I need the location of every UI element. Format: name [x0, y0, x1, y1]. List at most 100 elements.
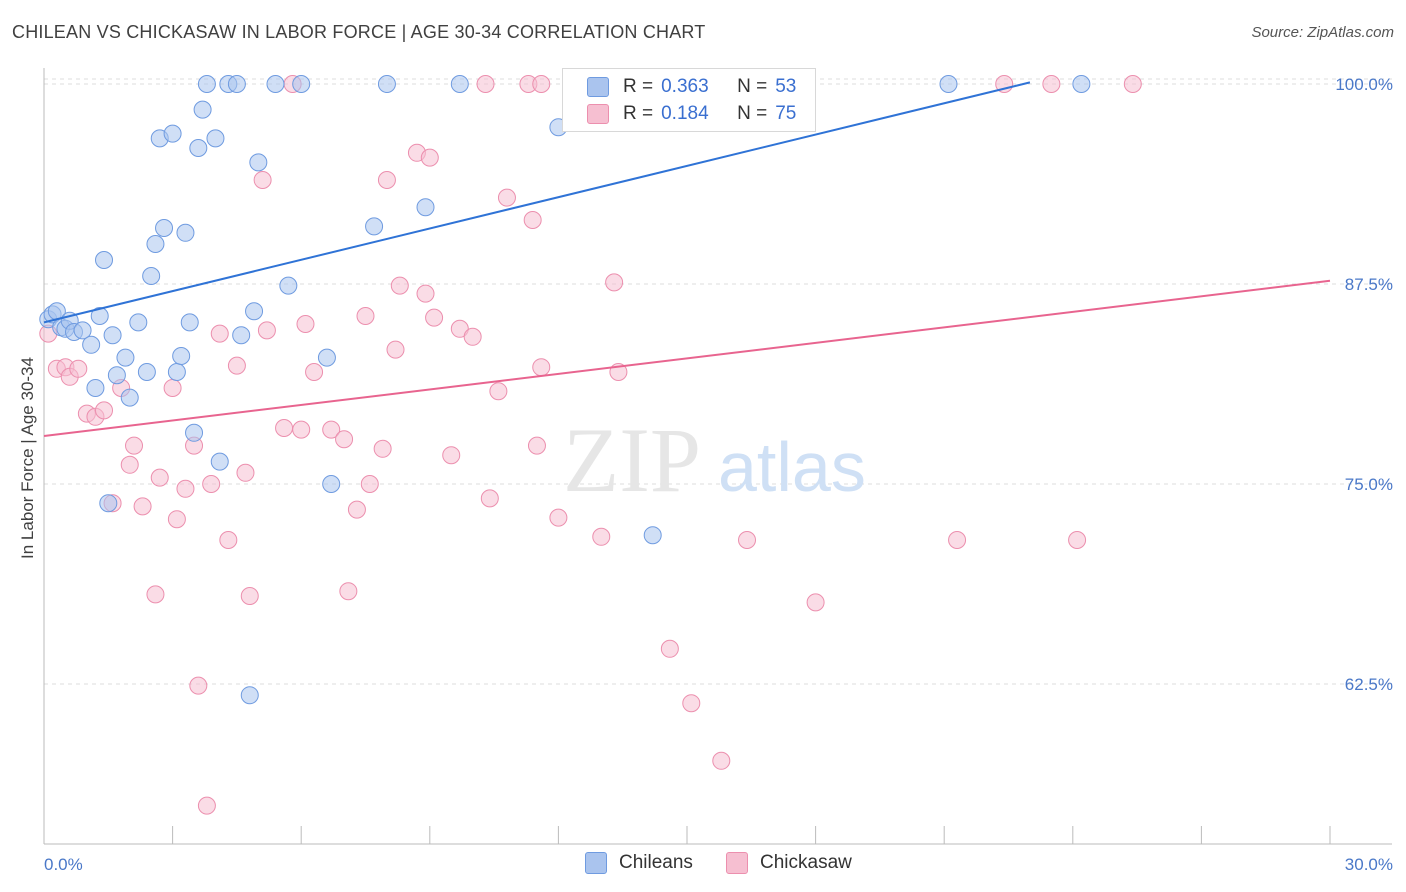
chickasaw-swatch [726, 852, 748, 874]
chileans-swatch [585, 852, 607, 874]
chickasaw-point [292, 420, 311, 439]
y-tick-label: 100.0% [1335, 75, 1393, 94]
chickasaw-point [146, 585, 165, 604]
watermark: ZIP atlas [563, 409, 866, 511]
chickasaw-point [167, 510, 186, 529]
chickasaw-point [806, 593, 825, 612]
chickasaw-point [189, 676, 208, 695]
chileans-point [292, 75, 311, 93]
chickasaw-point [322, 420, 341, 439]
axes [43, 68, 1392, 845]
chileans-point [643, 526, 662, 545]
chileans-point [317, 348, 336, 367]
chickasaw-point [163, 379, 182, 397]
chileans-point [129, 313, 148, 332]
chickasaw-point [219, 531, 238, 549]
chileans-point [163, 124, 182, 143]
chickasaw-point [660, 639, 679, 658]
chickasaw-point [420, 148, 439, 167]
chickasaw-point [210, 324, 229, 343]
chileans-point [193, 100, 212, 119]
chickasaw-point [712, 751, 731, 770]
chileans-point [416, 198, 435, 217]
chickasaw-point [202, 475, 221, 493]
chart-title: CHILEAN VS CHICKASAW IN LABOR FORCE | AG… [12, 22, 706, 42]
chileans-swatch [587, 77, 609, 97]
chickasaw-point [176, 479, 195, 498]
y-tick-label: 75.0% [1345, 475, 1393, 494]
chileans-point [365, 217, 384, 236]
chickasaw-point [948, 531, 967, 549]
chileans-point [939, 75, 958, 93]
chickasaw-point [120, 455, 139, 474]
chickasaw-point [95, 401, 114, 420]
chickasaw-point [305, 363, 324, 381]
chileans-point [249, 153, 268, 172]
chileans-point [146, 235, 165, 253]
chileans-point [86, 379, 105, 397]
chileans-point [176, 223, 195, 242]
chileans-point [227, 75, 246, 93]
chickasaw-trend-line [43, 279, 1331, 437]
chileans-label: Chileans [619, 852, 693, 873]
chickasaw-point [605, 273, 624, 292]
chickasaw-point [253, 171, 272, 189]
chileans-point [95, 251, 114, 269]
chickasaw-point [497, 188, 516, 207]
chickasaw-point [489, 382, 508, 401]
chickasaw-points [39, 75, 1142, 815]
bottom-legend-chickasaw: Chickasaw [726, 850, 852, 876]
chileans-point [197, 75, 216, 93]
source-credit: Source: ZipAtlas.com [1251, 24, 1394, 41]
trend-lines [43, 81, 1331, 437]
chickasaw-point [227, 356, 246, 375]
chickasaw-point [339, 582, 358, 601]
chickasaw-point [377, 171, 396, 189]
chickasaw-swatch [587, 104, 609, 124]
legend-n-label: N = [737, 76, 768, 97]
y-tick-label: 87.5% [1345, 275, 1393, 294]
chileans-point [245, 302, 264, 321]
chileans-point [180, 313, 199, 332]
chileans-point [1072, 75, 1091, 93]
chickasaw-point [347, 500, 366, 519]
chickasaw-point [532, 75, 551, 93]
chileans-point [172, 347, 191, 365]
legend-n-label: N = [737, 103, 768, 124]
watermark-atlas: atlas [718, 428, 866, 506]
chickasaw-point [360, 475, 379, 493]
chickasaw-point [682, 694, 701, 713]
chickasaw-point [133, 497, 152, 516]
chileans-point [206, 129, 225, 148]
chileans-point [107, 366, 126, 385]
chickasaw-point [480, 489, 499, 508]
chickasaw-point [390, 276, 409, 295]
chileans-point [450, 75, 469, 93]
chickasaw-label: Chickasaw [760, 852, 852, 873]
chickasaw-point [549, 508, 568, 527]
chileans-points [39, 75, 1091, 705]
bottom-legend-chileans: Chileans [585, 850, 693, 876]
legend-n-value: 75 [775, 103, 797, 124]
chileans-point [82, 335, 101, 354]
chickasaw-point [1123, 75, 1142, 93]
chickasaw-point [523, 211, 542, 229]
chickasaw-point [257, 321, 276, 340]
chileans-trend-line [43, 81, 1031, 324]
chileans-point [99, 494, 118, 513]
y-tick-label: 62.5% [1345, 675, 1393, 694]
chileans-point [210, 452, 229, 471]
chileans-point [120, 388, 139, 407]
chileans-point [240, 686, 259, 705]
legend-row-chickasaw: R = 0.184 N = 75 [587, 102, 796, 126]
legend-r-label: R = [623, 76, 654, 97]
chileans-point [116, 348, 135, 367]
legend-r-value: 0.363 [661, 76, 709, 97]
chileans-point [377, 75, 396, 93]
chickasaw-point [335, 430, 354, 449]
chileans-point [189, 139, 208, 157]
chileans-point [266, 75, 285, 93]
chileans-point [167, 363, 186, 381]
legend-r-value: 0.184 [661, 103, 709, 124]
tick-labels: 62.5% 75.0% 87.5% 100.0% 0.0% 30.0% [44, 75, 1393, 874]
